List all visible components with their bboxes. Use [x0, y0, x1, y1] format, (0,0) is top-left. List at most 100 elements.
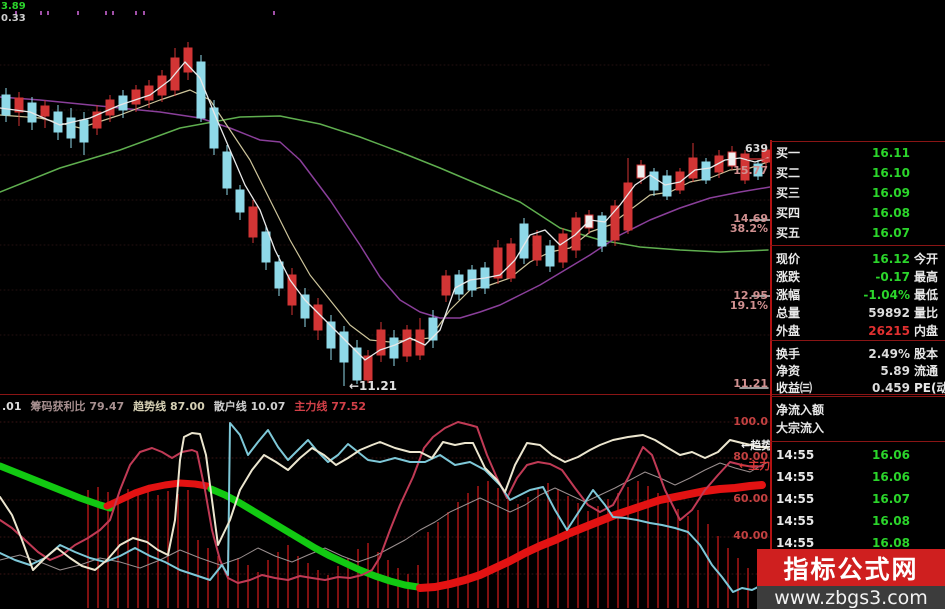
quote-label: 涨幅 — [776, 288, 801, 302]
ma-purple — [0, 96, 770, 319]
fund-label: 收益㈢ — [776, 381, 813, 395]
candle-body — [402, 329, 412, 357]
candle-body — [558, 233, 568, 263]
flow-label: 大宗流入 — [776, 421, 825, 435]
zhuli-line — [0, 421, 764, 584]
candle-body — [300, 294, 310, 319]
price-label: 15.77 — [733, 164, 768, 177]
fund-row: 换手 2.49% 股本 — [772, 346, 945, 362]
marker-dot — [15, 11, 17, 15]
tick-row[interactable]: 14:55 16.06 — [772, 447, 945, 463]
quote-right-label: 内盘 — [914, 324, 939, 338]
bid-row[interactable]: 买二 16.10 — [772, 165, 945, 181]
quote-right-label: 今开 — [914, 252, 939, 266]
sidebar-top-border — [770, 141, 945, 142]
tick-time: 14:55 — [776, 448, 815, 462]
fund-right-label: 股本 — [914, 347, 939, 361]
price-label: 12.95 — [733, 289, 768, 302]
candle-body — [376, 329, 386, 356]
price-label: 38.2% — [729, 222, 768, 235]
candle-body — [454, 274, 464, 295]
indicator-reading: 主力线 77.52 — [294, 400, 366, 413]
price-label: 14.69 — [733, 212, 768, 225]
candle-body — [623, 182, 633, 231]
indicator-reading: 趋势线 87.00 — [133, 400, 205, 413]
logo-title: 指标公式网 — [757, 549, 945, 586]
corner-label-low: 0.33 — [1, 13, 26, 24]
candle-body — [363, 355, 373, 381]
ma-green — [0, 115, 769, 253]
ma-white — [0, 61, 769, 361]
sidebar-sep-3 — [770, 396, 945, 397]
bid-label: 买五 — [776, 226, 801, 240]
marker-dot — [143, 11, 145, 15]
candle-body — [441, 275, 451, 296]
tick-row[interactable]: 14:55 16.08 — [772, 513, 945, 529]
bid-label: 买一 — [776, 146, 801, 160]
qushi-line — [0, 432, 769, 571]
tick-time: 14:55 — [776, 492, 815, 506]
candle-body — [714, 155, 724, 173]
candle-body — [274, 261, 284, 289]
chart-canvas[interactable] — [0, 0, 770, 609]
tick-row[interactable]: 14:55 16.06 — [772, 469, 945, 485]
tick-row[interactable]: 14:55 16.07 — [772, 491, 945, 507]
candle-body — [389, 337, 399, 359]
bid-row[interactable]: 买三 16.09 — [772, 185, 945, 201]
candle-body — [183, 47, 193, 73]
fund-row: 收益㈢ 0.459 PE(动) — [772, 380, 945, 396]
quote-value: -1.04% — [863, 288, 910, 302]
indicator-scale-label: 80.00 — [733, 450, 768, 463]
indicator-scale-label: 60.00 — [733, 492, 768, 505]
marker-dot — [105, 11, 107, 15]
candle-body — [313, 304, 323, 331]
tick-time: 14:55 — [776, 470, 815, 484]
tick-price: 16.07 — [872, 492, 910, 506]
bid-price: 16.09 — [872, 186, 910, 200]
candle-body — [339, 331, 349, 363]
candle-body — [222, 151, 232, 189]
fund-right-label: PE(动) — [914, 381, 945, 395]
candle-body — [40, 105, 50, 117]
line-annotation: ←主力 — [739, 459, 771, 472]
quote-label: 涨跌 — [776, 270, 801, 284]
bid-row[interactable]: 买一 16.11 — [772, 145, 945, 161]
bid-price: 16.08 — [872, 206, 910, 220]
panel-divider — [0, 394, 945, 395]
fund-label: 换手 — [776, 347, 801, 361]
tick-price: 16.06 — [872, 470, 910, 484]
watermark-logo: 指标公式网 www.zbgs3.com — [757, 549, 945, 609]
candle-body — [326, 321, 336, 349]
fund-row: 净资 5.89 流通 — [772, 363, 945, 379]
candle-body — [753, 163, 763, 177]
candle-body — [493, 247, 503, 279]
fund-right-label: 流通 — [914, 364, 939, 378]
marker-dot — [273, 11, 275, 15]
bid-price: 16.11 — [872, 146, 910, 160]
ma-yellow — [0, 89, 769, 343]
marker-dot — [112, 11, 114, 15]
tick-price: 16.06 — [872, 448, 910, 462]
green-ribbon-b — [207, 485, 422, 591]
bid-row[interactable]: 买五 16.07 — [772, 225, 945, 241]
bid-label: 买二 — [776, 166, 801, 180]
tick-price: 16.08 — [872, 536, 910, 550]
quote-value: 26215 — [868, 324, 910, 338]
quote-panel: 买一 16.11 买二 16.10 买三 16.09 买四 16.08 买五 16.07 现价 16.… — [772, 140, 945, 609]
candle-body — [545, 245, 555, 267]
candle-body — [209, 107, 219, 149]
candle-body — [235, 189, 245, 213]
bid-label: 买三 — [776, 186, 801, 200]
price-label: 639 — [745, 142, 768, 155]
quote-row: 涨跌 -0.17 最高 — [772, 269, 945, 285]
tick-row[interactable]: 14:55 16.08 — [772, 535, 945, 551]
price-label: 11.21 — [733, 377, 768, 390]
candle-body — [248, 206, 258, 238]
indicator-scale-label: 100.0 — [733, 415, 768, 428]
sanhu-line — [0, 422, 769, 593]
tick-time: 14:55 — [776, 514, 815, 528]
bid-row[interactable]: 买四 16.08 — [772, 205, 945, 221]
candle-body — [761, 149, 770, 163]
marker-dot — [77, 11, 79, 15]
